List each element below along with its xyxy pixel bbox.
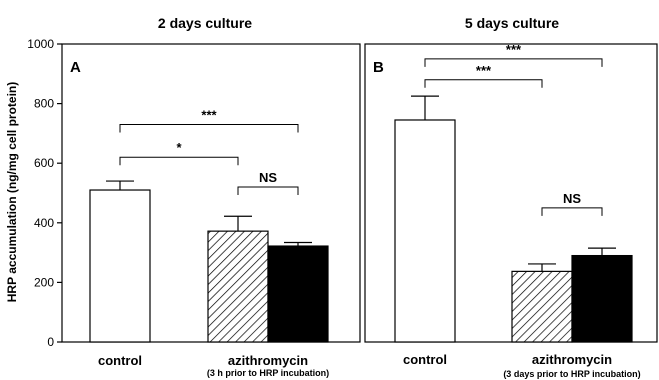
bar-open bbox=[89, 189, 151, 343]
panel-a-letter: A bbox=[70, 59, 81, 76]
significance-label: NS bbox=[563, 191, 581, 206]
significance-bracket bbox=[541, 207, 603, 216]
significance-bracket bbox=[424, 58, 603, 67]
y-tick-label: 200 bbox=[34, 275, 54, 289]
significance-label: *** bbox=[506, 42, 522, 57]
x-category-label: azithromycin bbox=[228, 353, 308, 368]
significance-bracket bbox=[237, 186, 299, 196]
significance-label: *** bbox=[201, 107, 217, 122]
significance-label: * bbox=[176, 140, 182, 155]
y-tick-label: 0 bbox=[47, 335, 54, 349]
significance-bracket bbox=[119, 156, 239, 166]
bar-hatched bbox=[207, 230, 269, 343]
bar-filled bbox=[571, 254, 633, 343]
panel-a-title: 2 days culture bbox=[158, 15, 252, 31]
panel-b-significance: *** *** NS bbox=[424, 42, 603, 216]
bar-filled bbox=[267, 245, 329, 343]
x-category-sublabel: (3 days prior to HRP incubation) bbox=[503, 369, 640, 379]
x-category-sublabel: (3 h prior to HRP incubation) bbox=[207, 368, 329, 378]
panel-b-title: 5 days culture bbox=[465, 15, 559, 31]
y-tick-label: 400 bbox=[34, 216, 54, 230]
significance-label: *** bbox=[476, 63, 492, 78]
x-category-label: control bbox=[98, 353, 142, 368]
panel-b-bars bbox=[394, 95, 633, 343]
panel-b: 5 days culture B *** *** NS control azithro… bbox=[364, 15, 658, 379]
significance-bracket bbox=[119, 123, 299, 133]
bar-open bbox=[394, 119, 456, 343]
bar-hatched bbox=[511, 270, 573, 343]
x-category-label: control bbox=[403, 352, 447, 367]
x-category-label: azithromycin bbox=[532, 352, 612, 367]
y-axis-label: HRP accumulation (ng/mg cell protein) bbox=[5, 82, 19, 302]
panel-a-significance: ****NS bbox=[119, 107, 299, 196]
y-tick-label: 800 bbox=[34, 97, 54, 111]
panel-a-x-labels: control azithromycin(3 h prior to HRP inc… bbox=[98, 353, 329, 378]
y-axis-ticks: 0 200 400 600 800 1000 bbox=[27, 37, 62, 349]
panel-b-frame bbox=[364, 43, 658, 343]
significance-label: NS bbox=[259, 170, 277, 185]
panel-a-bars bbox=[89, 180, 329, 343]
y-tick-label: 1000 bbox=[27, 37, 54, 51]
panel-b-x-labels: control azithromycin (3 days prior to HRP … bbox=[403, 352, 641, 379]
panel-b-letter: B bbox=[373, 59, 384, 76]
y-tick-label: 600 bbox=[34, 156, 54, 170]
significance-bracket bbox=[424, 79, 543, 88]
